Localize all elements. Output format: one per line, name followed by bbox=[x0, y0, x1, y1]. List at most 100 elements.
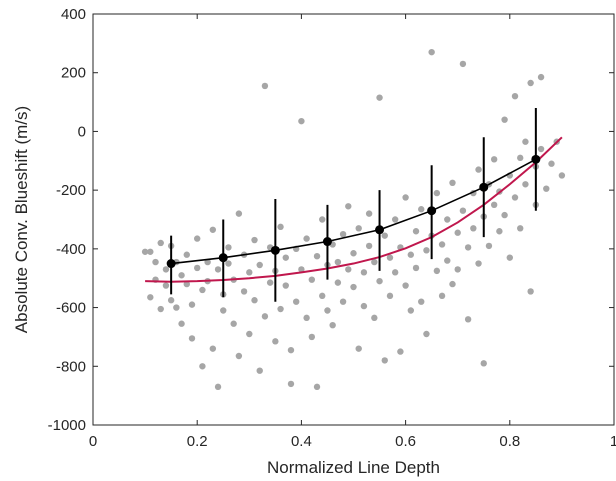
scatter-point bbox=[386, 292, 394, 300]
y-tick-label: -400 bbox=[56, 241, 86, 258]
scatter-point bbox=[355, 345, 362, 352]
scatter-point bbox=[277, 305, 284, 313]
scatter-point bbox=[199, 286, 206, 294]
scatter-point bbox=[230, 320, 237, 327]
scatter-point bbox=[423, 247, 430, 254]
y-tick-label: 200 bbox=[61, 65, 86, 82]
scatter-point bbox=[183, 251, 190, 258]
scatter-point bbox=[303, 235, 310, 242]
scatter-point bbox=[178, 320, 185, 327]
scatter-point bbox=[256, 261, 263, 269]
scatter-point bbox=[350, 250, 357, 257]
model-curve-layer bbox=[145, 136, 563, 283]
scatter-point bbox=[178, 272, 185, 279]
scatter-point bbox=[438, 241, 446, 248]
y-tick-label: 400 bbox=[61, 6, 86, 23]
y-tick-label: -800 bbox=[56, 358, 86, 375]
scatter-point bbox=[324, 307, 331, 314]
scatter-point bbox=[214, 383, 222, 391]
scatter-point bbox=[371, 314, 378, 322]
scatter-point bbox=[209, 226, 217, 233]
binned-mean-marker bbox=[375, 225, 385, 235]
scatter-point bbox=[496, 228, 503, 235]
scatter-point bbox=[360, 302, 368, 310]
scatter-point bbox=[308, 333, 316, 341]
scatter-point bbox=[558, 172, 566, 179]
scatter-point bbox=[147, 294, 154, 301]
scatter-point bbox=[501, 211, 508, 219]
scatter-point bbox=[350, 283, 357, 291]
scatter-point bbox=[501, 116, 508, 123]
binned-mean-marker bbox=[479, 182, 489, 192]
scatter-point bbox=[204, 258, 211, 266]
scatter-point bbox=[225, 260, 232, 267]
scatter-point bbox=[365, 210, 373, 217]
scatter-point bbox=[292, 298, 300, 305]
scatter-point bbox=[454, 229, 461, 236]
scatter-point bbox=[261, 82, 269, 90]
scatter-point bbox=[418, 298, 425, 305]
scatter-point bbox=[522, 138, 529, 145]
scatter-point bbox=[287, 346, 295, 354]
scatter-point bbox=[308, 276, 316, 283]
scatter-point bbox=[371, 258, 378, 266]
scatter-point bbox=[339, 298, 347, 305]
scatter-point bbox=[225, 244, 232, 251]
scatter-point bbox=[162, 282, 170, 289]
binned-mean-marker bbox=[531, 154, 541, 164]
scatter-point bbox=[412, 228, 420, 235]
scatter-point bbox=[188, 301, 196, 308]
scatter-point bbox=[188, 335, 196, 342]
binned-mean-marker bbox=[218, 253, 228, 263]
scatter-point bbox=[345, 203, 352, 210]
scatter-point bbox=[470, 225, 477, 232]
scatter-point bbox=[287, 380, 295, 388]
scatter-point bbox=[251, 236, 258, 244]
scatter-point bbox=[475, 260, 482, 267]
scatter-point bbox=[506, 254, 513, 261]
scatter-point bbox=[319, 216, 326, 223]
scatter-point bbox=[517, 154, 524, 162]
scatter-point bbox=[517, 225, 524, 232]
scatter-point bbox=[360, 269, 368, 276]
scatter-point bbox=[355, 225, 362, 232]
scatter-point bbox=[438, 292, 446, 300]
scatter-point bbox=[464, 316, 472, 323]
scatter-point bbox=[313, 383, 321, 391]
plot-frame bbox=[92, 13, 615, 426]
scatter-point bbox=[266, 279, 274, 286]
x-tick-label: 0.2 bbox=[187, 433, 208, 450]
scatter-point bbox=[147, 248, 154, 255]
scatter-point bbox=[537, 73, 545, 81]
scatter-point bbox=[319, 292, 326, 300]
scatter-point bbox=[167, 297, 175, 304]
scatter-point bbox=[240, 288, 248, 295]
scatter-point bbox=[235, 352, 243, 360]
scatter-point bbox=[459, 207, 467, 214]
scatter-point bbox=[261, 313, 269, 320]
scatter-point bbox=[152, 258, 159, 266]
scatter-point bbox=[251, 297, 258, 304]
scatter-point bbox=[214, 266, 222, 273]
scatter-point bbox=[345, 266, 352, 273]
scatter-point bbox=[194, 264, 201, 272]
scatter-point bbox=[397, 348, 404, 355]
scatter-point bbox=[282, 254, 289, 261]
scatter-point bbox=[199, 363, 206, 370]
scatter-point bbox=[235, 210, 243, 217]
scatter-point bbox=[418, 206, 425, 213]
x-tick-label: 0.4 bbox=[291, 433, 312, 450]
scatter-point bbox=[537, 145, 545, 153]
scatter-point bbox=[277, 223, 284, 231]
binned-mean-marker bbox=[322, 237, 332, 247]
y-axis-label: Absolute Conv. Blueshift (m/s) bbox=[12, 106, 31, 333]
binned-means-layer bbox=[166, 107, 541, 302]
scatter-point bbox=[272, 338, 279, 345]
x-tick-label: 1 bbox=[610, 433, 616, 450]
binned-mean-marker bbox=[427, 206, 437, 216]
scatter-point bbox=[433, 189, 441, 197]
scatter-point bbox=[376, 277, 383, 285]
scatter-point bbox=[162, 266, 170, 273]
scatter-point bbox=[490, 156, 498, 163]
